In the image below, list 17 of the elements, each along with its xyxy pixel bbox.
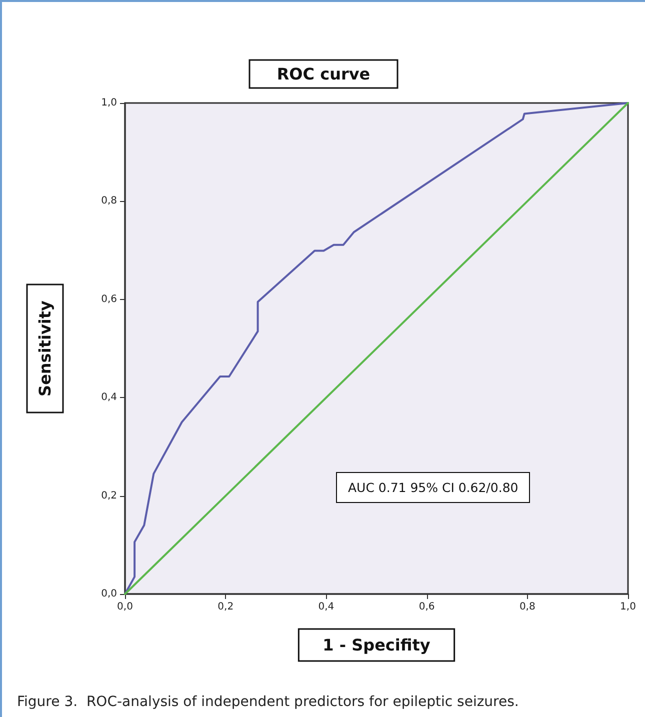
x-tick-label: 0,0 xyxy=(117,602,133,612)
chart-title: ROC curve xyxy=(276,64,370,84)
caption: Figure 3. ROC-analysis of independent predictors for epileptic seizures. xyxy=(17,694,519,710)
y-tick-label: 0,2 xyxy=(101,490,117,502)
y-tick-label: 0,0 xyxy=(101,588,117,600)
annotation: AUC 0.71 95% CI 0.62/0.80 xyxy=(348,480,518,495)
y-axis-title: Sensitivity xyxy=(36,300,54,396)
x-axis-title: 1 - Specifity xyxy=(322,636,431,654)
x-tick-label: 0,2 xyxy=(218,602,234,612)
y-tick-label: 0,8 xyxy=(101,196,117,207)
y-tick-label: 0,6 xyxy=(101,294,117,305)
x-tick-label: 1,0 xyxy=(620,602,636,612)
x-tick-label: 0,4 xyxy=(318,602,334,612)
y-tick-label: 1,0 xyxy=(101,98,117,108)
y-tick-label: 0,4 xyxy=(101,392,117,404)
x-tick-label: 0,8 xyxy=(519,602,536,612)
x-tick-label: 0,6 xyxy=(418,602,435,612)
